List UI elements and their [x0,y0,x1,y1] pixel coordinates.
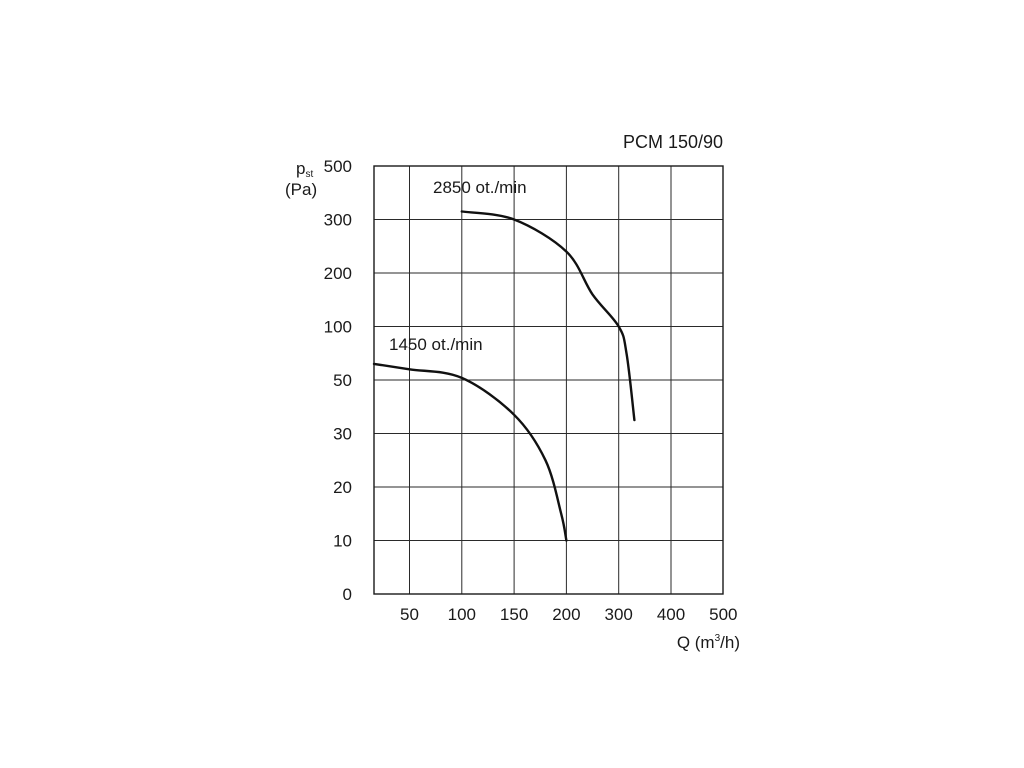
y-tick-label: 100 [324,318,352,337]
x-tick-label: 400 [657,605,685,624]
grid [374,166,723,594]
y-tick-label: 30 [333,425,352,444]
y-tick-label: 20 [333,478,352,497]
y-tick-label: 200 [324,264,352,283]
chart-title: PCM 150/90 [623,132,723,152]
x-tick-label: 200 [552,605,580,624]
plot-frame [373,165,724,595]
x-tick-labels: 50 100 150 200 300 400 500 [400,605,737,624]
x-tick-label: 300 [605,605,633,624]
y-tick-label: 300 [324,211,352,230]
x-tick-label: 100 [448,605,476,624]
curves: 2850 ot./min 1450 ot./min [372,178,636,542]
x-axis-label-superscript: 3 [715,633,721,644]
y-axis-label: pst [296,159,313,180]
y-axis-unit: (Pa) [285,180,317,199]
series-curve [372,362,568,542]
series-label: 1450 ot./min [389,335,483,354]
y-tick-labels: 0 10 20 30 50 100 200 300 500 [324,157,352,604]
x-tick-label: 150 [500,605,528,624]
y-tick-label: 50 [333,371,352,390]
x-tick-label: 500 [709,605,737,624]
y-tick-label: 10 [333,532,352,551]
y-axis-label-subscript: st [305,169,313,180]
x-axis-label: Q (m3/h) [677,633,740,652]
series-label: 2850 ot./min [433,178,527,197]
x-tick-label: 50 [400,605,419,624]
y-tick-label: 500 [324,157,352,176]
series-curve [460,210,636,422]
y-tick-label: 0 [343,585,352,604]
